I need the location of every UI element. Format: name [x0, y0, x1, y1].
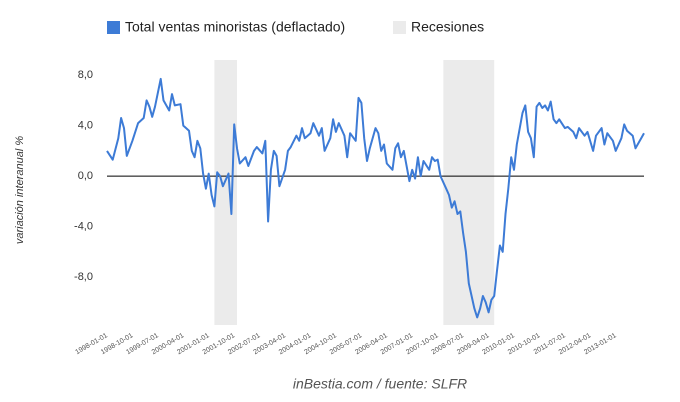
y-tick-label: 0,0 [78, 170, 93, 182]
legend-swatch [393, 21, 406, 34]
legend-label: Total ventas minoristas (deflactado) [125, 19, 345, 35]
legend-swatch [107, 21, 120, 34]
y-tick-label: -8,0 [74, 271, 93, 283]
y-axis-label: variación interanual % [14, 136, 26, 244]
source: inBestia.com / fuente: SLFR [293, 376, 467, 392]
recession-band [214, 60, 238, 325]
y-tick-label: 4,0 [78, 120, 93, 132]
y-tick-label: 8,0 [78, 69, 93, 81]
data-line [106, 77, 645, 319]
y-tick-label: -4,0 [74, 220, 93, 232]
legend-label: Recesiones [411, 19, 484, 35]
